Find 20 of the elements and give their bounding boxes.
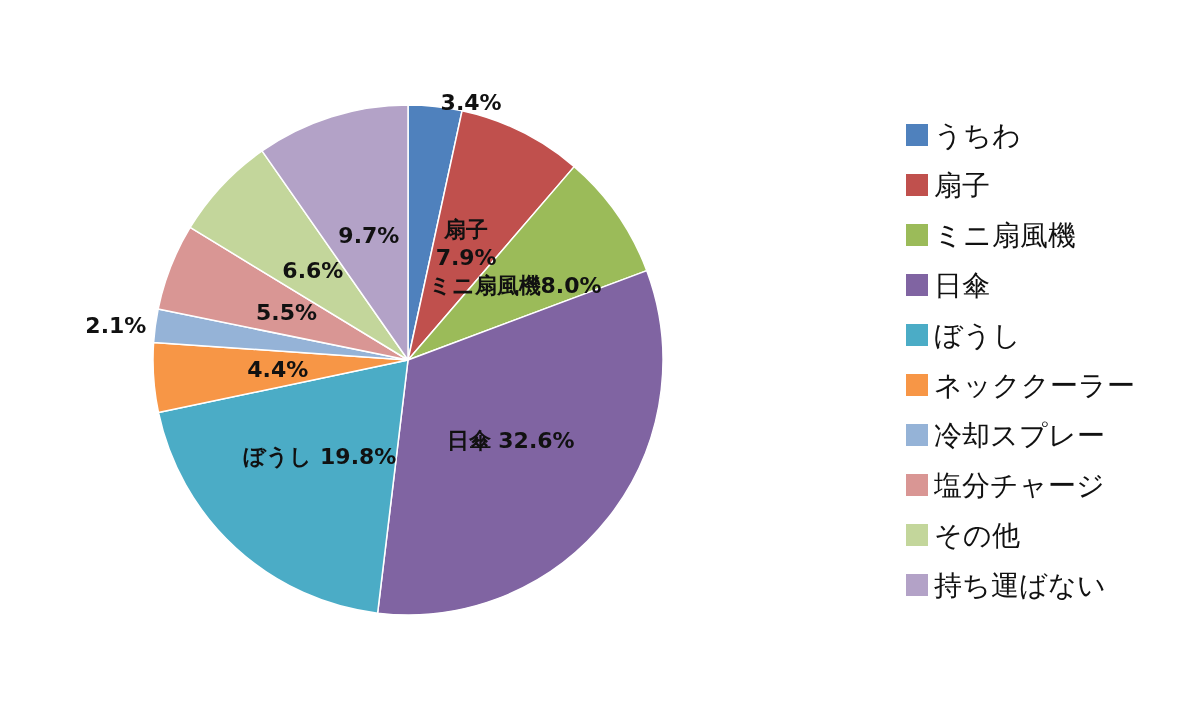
data-label: 2.1%: [85, 312, 147, 338]
data-label: 扇子 7.9%: [435, 216, 497, 270]
legend-label: 扇子: [934, 168, 990, 202]
data-label: 4.4%: [247, 356, 309, 382]
legend-label: ミニ扇風機: [934, 218, 1076, 252]
legend-label: 日傘: [934, 268, 990, 302]
data-label: 日傘 32.6%: [446, 428, 575, 454]
legend-label: ネッククーラー: [934, 368, 1135, 402]
data-label: 6.6%: [282, 258, 344, 284]
data-label: 3.4%: [440, 89, 502, 115]
data-label: 9.7%: [338, 223, 400, 249]
legend-label: 持ち運ばない: [934, 568, 1106, 602]
legend-label: その他: [934, 518, 1020, 552]
data-label: 5.5%: [256, 299, 318, 325]
data-label: ミニ扇風機8.0%: [428, 272, 602, 298]
legend-label: 塩分チャージ: [933, 468, 1105, 502]
legend-label: うちわ: [934, 118, 1021, 152]
legend-label: ぼうし: [934, 318, 1021, 352]
data-label: ぼうし 19.8%: [243, 443, 397, 469]
legend-label: 冷却スプレー: [934, 418, 1105, 452]
